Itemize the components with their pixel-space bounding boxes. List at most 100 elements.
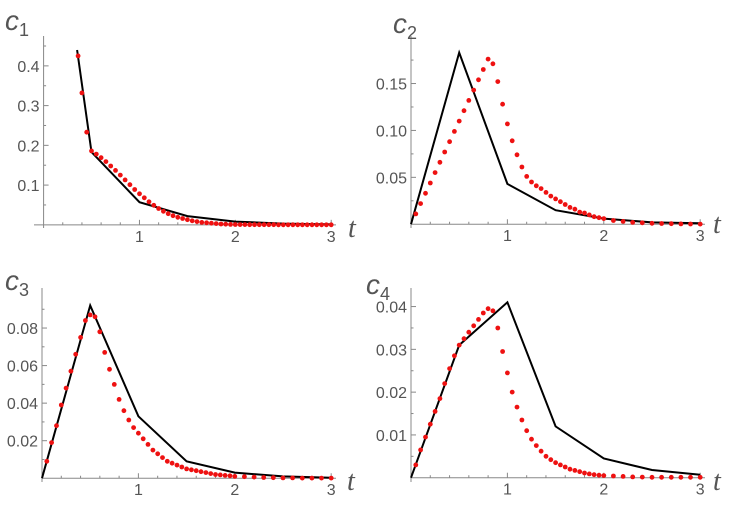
data-point	[131, 425, 137, 430]
data-point	[538, 186, 544, 192]
data-point	[237, 222, 243, 228]
data-point	[471, 87, 477, 93]
x-tick-label: 2	[599, 228, 608, 245]
data-point	[309, 222, 315, 228]
y-axis-label: c1	[5, 5, 29, 40]
data-point	[577, 209, 583, 215]
data-point	[107, 366, 112, 372]
data-point	[189, 467, 194, 473]
data-point	[222, 473, 228, 478]
data-point	[160, 455, 165, 460]
data-point	[179, 464, 185, 470]
y-tick-label: 0.2	[17, 138, 39, 155]
data-point	[490, 308, 496, 314]
data-point	[611, 218, 616, 223]
data-point	[649, 474, 655, 480]
data-point	[137, 191, 142, 197]
data-point	[423, 434, 428, 440]
data-point	[485, 306, 491, 312]
data-point	[203, 470, 209, 475]
data-point	[572, 206, 578, 212]
data-point	[466, 329, 472, 335]
data-point	[218, 221, 224, 227]
data-point	[127, 182, 133, 188]
data-point	[79, 90, 85, 96]
data-point	[102, 350, 108, 355]
y-axis-label: c4	[366, 269, 390, 304]
data-point	[567, 466, 573, 472]
data-point	[668, 221, 674, 227]
data-point	[242, 222, 248, 228]
x-axis-label: t	[348, 213, 357, 244]
data-point	[476, 77, 481, 83]
data-point	[490, 61, 496, 67]
data-point	[194, 219, 200, 225]
y-axis-label: c3	[5, 265, 29, 300]
data-point	[466, 98, 472, 103]
data-point	[562, 202, 568, 207]
data-point	[447, 366, 452, 371]
data-point	[509, 389, 515, 395]
data-point	[199, 220, 205, 225]
y-tick-label: 0.3	[17, 99, 39, 116]
data-point	[461, 336, 467, 342]
data-point	[601, 473, 607, 478]
data-point	[538, 448, 544, 454]
y-axis-label-sub: 1	[19, 20, 29, 40]
data-point	[533, 183, 539, 189]
x-tick-label: 3	[327, 229, 336, 246]
data-point	[519, 164, 525, 170]
data-point	[620, 474, 626, 479]
data-point	[132, 187, 138, 192]
data-point	[300, 222, 305, 228]
data-point	[427, 421, 433, 427]
data-point	[514, 152, 520, 158]
y-axis-label-base: c	[366, 269, 380, 300]
data-point	[141, 195, 147, 201]
data-point	[480, 67, 486, 72]
data-point	[328, 222, 334, 228]
data-point	[49, 440, 54, 445]
data-point	[620, 219, 626, 224]
data-point	[649, 220, 655, 226]
data-point	[328, 475, 334, 481]
data-point	[413, 462, 419, 468]
y-tick-label: 0.08	[7, 321, 38, 338]
data-point	[232, 474, 238, 479]
data-point	[562, 464, 568, 470]
data-point	[92, 314, 98, 320]
y-tick-label: 0.15	[376, 77, 407, 94]
data-point	[505, 121, 510, 127]
data-point	[227, 473, 233, 479]
y-axis-label-base: c	[393, 8, 407, 39]
x-tick-label: 1	[135, 229, 144, 246]
data-point	[447, 139, 452, 145]
data-point	[500, 101, 505, 107]
data-point	[452, 353, 457, 359]
data-point	[165, 211, 171, 217]
data-point	[185, 217, 190, 223]
y-tick-label: 0.02	[376, 385, 407, 402]
data-point	[480, 310, 486, 316]
data-point	[452, 129, 457, 134]
data-point	[427, 180, 433, 186]
y-tick-label: 0.03	[376, 342, 407, 359]
data-point	[582, 470, 587, 476]
data-point	[586, 212, 592, 218]
data-point	[471, 323, 477, 329]
data-point	[495, 325, 501, 331]
data-point	[697, 221, 703, 227]
y-axis-label-sub: 3	[19, 280, 29, 300]
y-tick-label: 0.06	[7, 359, 38, 376]
data-point	[630, 220, 636, 225]
data-point	[432, 170, 438, 176]
data-point	[601, 216, 607, 222]
y-tick-label: 0.04	[376, 300, 407, 317]
data-point	[543, 190, 549, 195]
data-point	[586, 471, 592, 477]
data-point	[122, 177, 128, 183]
data-point	[442, 149, 448, 155]
data-point	[170, 213, 176, 219]
data-point	[688, 474, 693, 480]
data-point	[495, 79, 501, 84]
